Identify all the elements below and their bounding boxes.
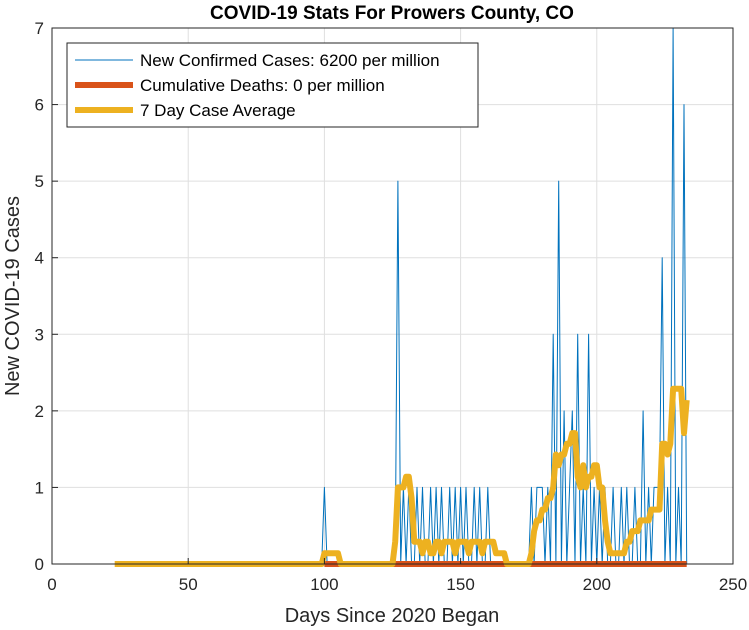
y-tick-label: 1 (35, 478, 44, 497)
axes-box (51, 27, 734, 565)
legend-box (66, 42, 479, 128)
x-tick-label: 150 (446, 575, 474, 594)
x-axis-label: Days Since 2020 Began (285, 605, 500, 627)
x-tick-label: 100 (310, 575, 338, 594)
y-tick-label: 3 (35, 325, 44, 344)
y-tick-label: 4 (35, 249, 44, 268)
x-tick-label: 250 (719, 575, 747, 594)
legend-entry-seven-day-average-label: 7 Day Case Average (140, 101, 296, 120)
y-tick-label: 6 (35, 96, 44, 115)
legend-entry-new-cases-label: New Confirmed Cases: 6200 per million (140, 51, 440, 70)
x-tick-label: 50 (179, 575, 198, 594)
legend: New Confirmed Cases: 6200 per million Cum… (66, 42, 479, 128)
legend-entry-cumulative-deaths-label: Cumulative Deaths: 0 per million (140, 76, 385, 95)
x-tick-label: 0 (47, 575, 56, 594)
y-tick-label: 0 (35, 555, 44, 574)
ticks: 0 50 100 150 200 250 0 1 2 3 4 5 6 7 (35, 19, 748, 594)
y-tick-label: 5 (35, 172, 44, 191)
y-tick-label: 7 (35, 19, 44, 38)
series-seven-day-average-line (114, 385, 690, 567)
y-axis-label: New COVID-19 Cases (2, 196, 24, 396)
chart-title: COVID-19 Stats For Prowers County, CO (210, 3, 574, 24)
y-tick-label: 2 (35, 402, 44, 421)
x-tick-label: 200 (583, 575, 611, 594)
